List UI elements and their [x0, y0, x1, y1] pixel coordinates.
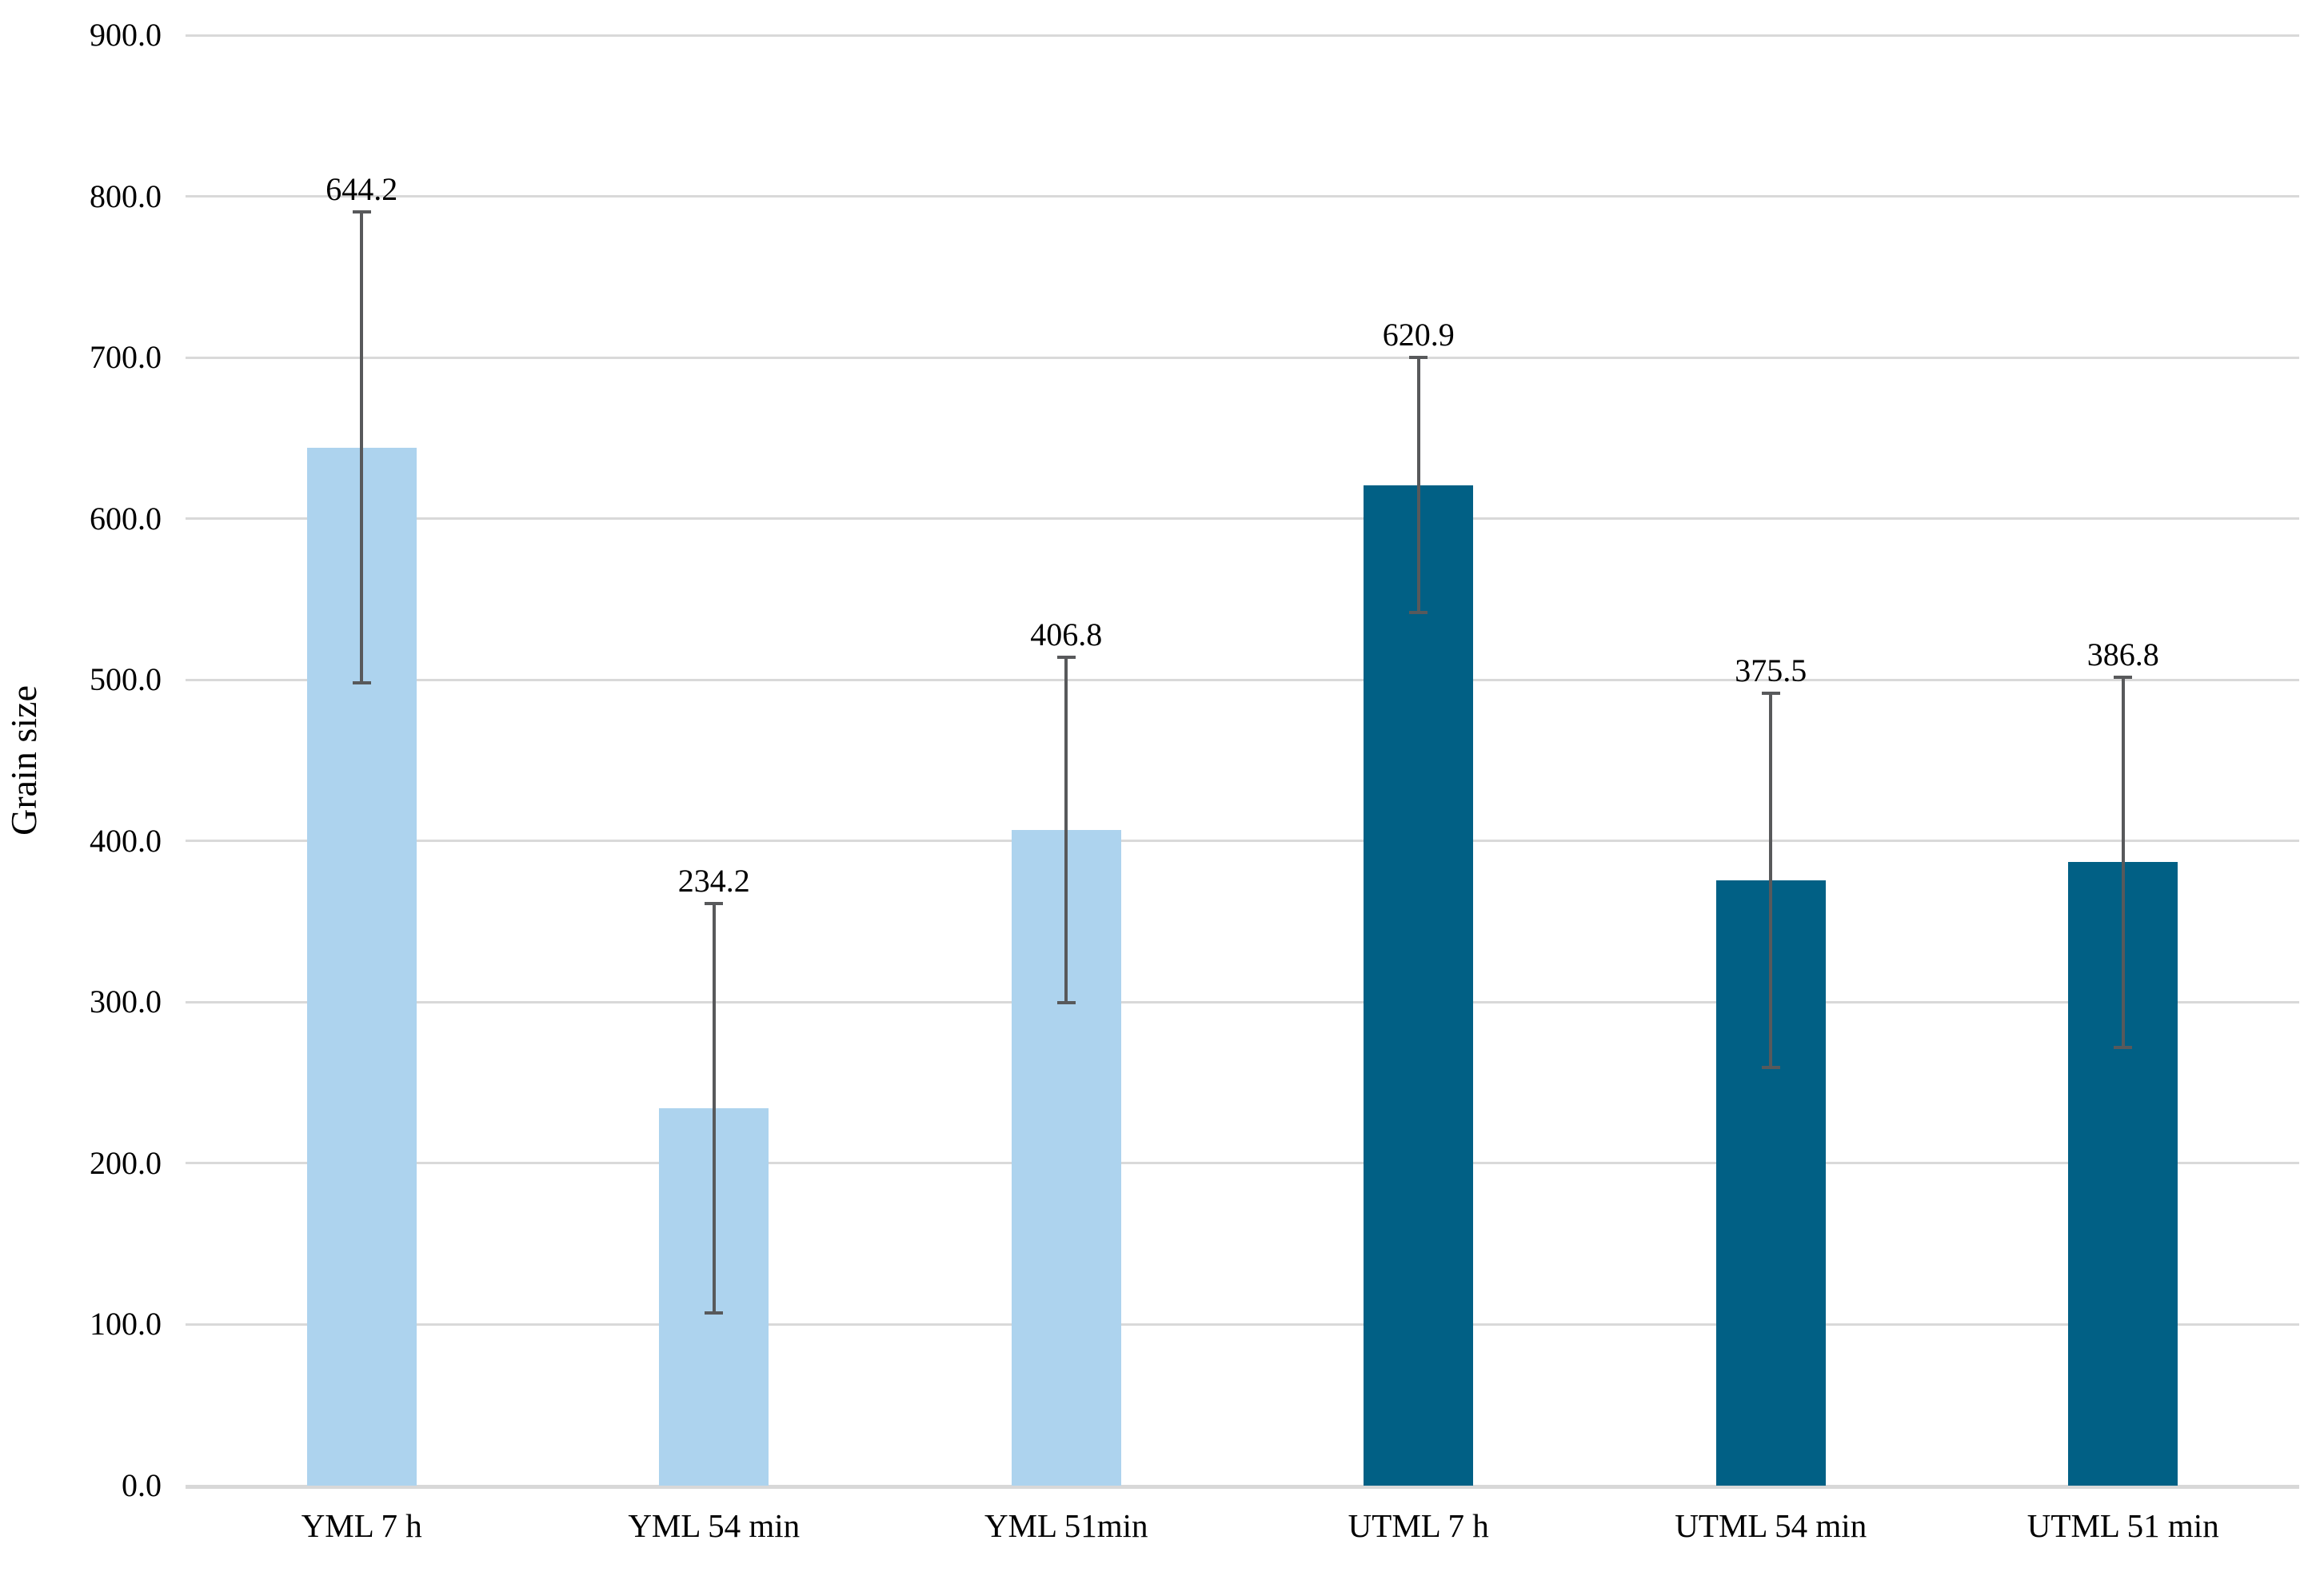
- category-label: UTML 7 h: [1348, 1507, 1489, 1544]
- error-bar-line: [712, 903, 716, 1313]
- error-bar-bottom-cap: [1409, 610, 1428, 614]
- y-tick-label: 800.0: [90, 178, 162, 214]
- data-label: 375.5: [1735, 652, 1807, 689]
- gridline: [186, 1000, 2299, 1003]
- data-label: 386.8: [2086, 636, 2159, 672]
- y-tick-label: 500.0: [90, 661, 162, 698]
- error-bar-line: [2121, 676, 2125, 1048]
- gridline: [186, 678, 2299, 681]
- y-tick-label: 200.0: [90, 1144, 162, 1181]
- category-label: YML 51min: [984, 1507, 1148, 1544]
- data-label: 620.9: [1382, 317, 1455, 353]
- y-tick-label: 100.0: [90, 1306, 162, 1343]
- y-tick-label: 400.0: [90, 822, 162, 859]
- error-bar-top-cap: [705, 901, 724, 905]
- gridline: [186, 1323, 2299, 1326]
- x-axis-line: [186, 1485, 2299, 1489]
- gridline: [186, 840, 2299, 843]
- category-label: UTML 51 min: [2027, 1507, 2219, 1544]
- error-bar-line: [1416, 357, 1420, 612]
- category-label: YML 54 min: [628, 1507, 801, 1544]
- gridline: [186, 517, 2299, 521]
- error-bar-bottom-cap: [352, 680, 371, 684]
- y-tick-label: 600.0: [90, 500, 162, 537]
- error-bar-line: [360, 212, 364, 683]
- y-tick-label: 700.0: [90, 339, 162, 376]
- error-bar-bottom-cap: [1761, 1065, 1780, 1069]
- error-bar-top-cap: [352, 210, 371, 214]
- error-bar-top-cap: [1409, 356, 1428, 360]
- category-label: UTML 54 min: [1675, 1507, 1867, 1544]
- category-label: YML 7 h: [301, 1507, 422, 1544]
- error-bar-top-cap: [1056, 656, 1076, 660]
- gridline: [186, 195, 2299, 198]
- error-bar-top-cap: [1761, 692, 1780, 696]
- error-bar-bottom-cap: [1056, 1000, 1076, 1004]
- y-tick-label: 0.0: [122, 1467, 162, 1503]
- gridline: [186, 356, 2299, 359]
- error-bar-bottom-cap: [2114, 1046, 2133, 1050]
- gridline: [186, 1162, 2299, 1165]
- data-label: 234.2: [677, 862, 750, 899]
- error-bar-line: [1769, 693, 1773, 1067]
- bar: [1364, 485, 1474, 1486]
- error-bar-bottom-cap: [705, 1311, 724, 1315]
- y-tick-label: 900.0: [90, 17, 162, 53]
- error-bar-line: [1064, 657, 1068, 1003]
- data-label: 406.8: [1030, 616, 1103, 653]
- error-bar-top-cap: [2114, 675, 2133, 679]
- y-tick-label: 300.0: [90, 984, 162, 1020]
- data-label: 644.2: [325, 171, 398, 208]
- gridline: [186, 34, 2299, 37]
